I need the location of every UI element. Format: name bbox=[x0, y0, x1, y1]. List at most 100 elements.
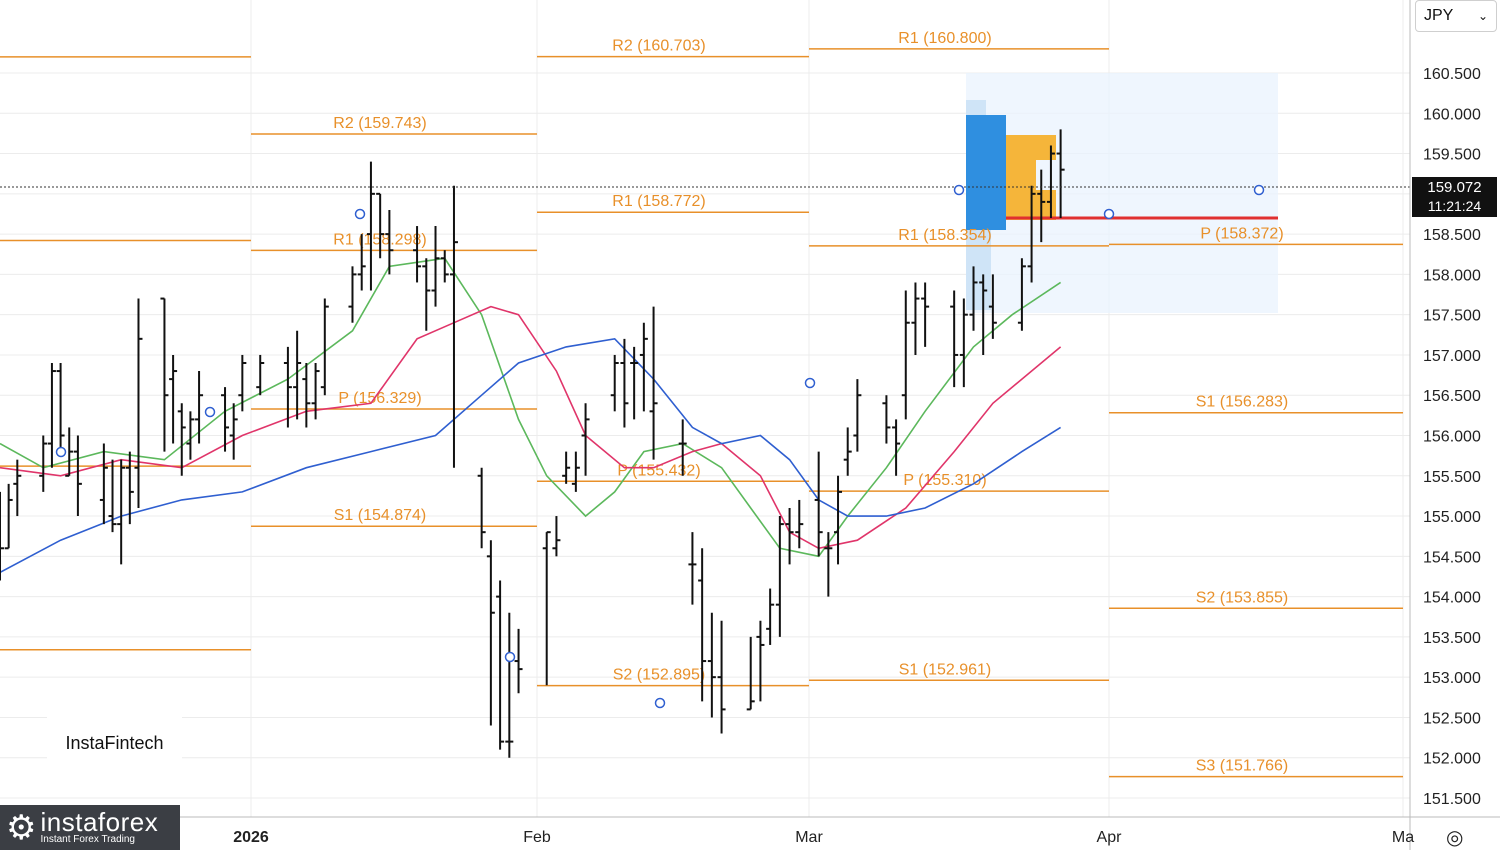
event-marker[interactable] bbox=[953, 184, 965, 196]
ohlc-bar bbox=[221, 387, 230, 452]
settings-gear-icon[interactable]: ◎ bbox=[1446, 827, 1464, 849]
ohlc-bar bbox=[293, 330, 302, 420]
pivot-label: S2 (153.855) bbox=[1196, 589, 1289, 606]
ohlc-bar bbox=[376, 192, 385, 259]
ohlc-bar bbox=[177, 403, 186, 476]
brand-logo[interactable]: ⚙ instaforex Instant Forex Trading bbox=[0, 805, 180, 850]
ohlc-bar bbox=[1046, 145, 1055, 218]
volume-profile-bar bbox=[1006, 135, 1056, 160]
ohlc-bar bbox=[882, 395, 891, 444]
pivot-label: P (158.372) bbox=[1200, 225, 1283, 242]
event-marker[interactable] bbox=[654, 697, 666, 709]
ohlc-bar bbox=[39, 435, 48, 492]
ohlc-bar bbox=[901, 290, 910, 420]
ohlc-bar bbox=[795, 499, 804, 549]
ohlc-bar bbox=[47, 363, 56, 468]
event-marker[interactable] bbox=[1253, 184, 1265, 196]
ohlc-bar bbox=[431, 226, 440, 307]
ohlc-bar bbox=[385, 209, 394, 275]
ohlc-bar bbox=[824, 532, 833, 597]
y-tick-label: 154.500 bbox=[1423, 549, 1481, 566]
ohlc-bar bbox=[514, 628, 523, 694]
y-tick-label: 152.000 bbox=[1423, 751, 1481, 768]
ohlc-bar bbox=[73, 435, 82, 517]
ohlc-bar bbox=[950, 290, 959, 388]
chart-logo: InstaFintech bbox=[47, 714, 182, 772]
y-tick-label: 153.500 bbox=[1423, 630, 1481, 647]
ohlc-bar bbox=[477, 467, 486, 549]
pivot-label: P (155.432) bbox=[617, 462, 700, 479]
moving-average-line bbox=[0, 337, 1062, 574]
ohlc-bar bbox=[756, 620, 765, 702]
ohlc-bar bbox=[707, 612, 716, 718]
x-tick-label: 2026 bbox=[233, 829, 269, 846]
ohlc-bar bbox=[238, 354, 247, 412]
ohlc-bar bbox=[65, 427, 74, 477]
ohlc-bars bbox=[0, 129, 1065, 758]
ohlc-bar bbox=[814, 451, 823, 557]
y-tick-label: 158.500 bbox=[1423, 227, 1481, 244]
y-tick-label: 160.500 bbox=[1423, 66, 1481, 83]
ohlc-bar bbox=[921, 282, 930, 347]
ohlc-bar bbox=[422, 258, 431, 331]
pivot-label: S3 (151.766) bbox=[1196, 758, 1289, 775]
pivot-label: R1 (158.354) bbox=[898, 227, 991, 244]
ohlc-bar bbox=[1017, 258, 1026, 331]
ohlc-bar bbox=[1037, 169, 1046, 243]
y-tick-label: 160.000 bbox=[1423, 106, 1481, 123]
ohlc-bar bbox=[630, 346, 639, 420]
ohlc-bar bbox=[169, 354, 178, 444]
pivot-label: P (155.310) bbox=[903, 472, 986, 489]
ohlc-bar bbox=[678, 419, 687, 476]
ohlc-bar bbox=[505, 612, 514, 758]
ohlc-bar bbox=[108, 459, 117, 533]
symbol-value: JPY bbox=[1424, 7, 1454, 24]
ohlc-bar bbox=[125, 451, 134, 525]
x-tick-label: Apr bbox=[1097, 829, 1123, 846]
ohlc-bar bbox=[766, 588, 775, 645]
ohlc-bar bbox=[775, 516, 784, 637]
ohlc-bar bbox=[311, 363, 320, 420]
ohlc-bar bbox=[834, 475, 843, 565]
volume-profile-bar bbox=[966, 100, 986, 115]
y-tick-label: 157.500 bbox=[1423, 308, 1481, 325]
pivot-label: S1 (156.283) bbox=[1196, 394, 1289, 411]
ohlc-bar bbox=[610, 354, 619, 412]
ohlc-bar bbox=[440, 250, 449, 283]
ohlc-bar bbox=[283, 346, 292, 428]
ohlc-bar bbox=[552, 516, 561, 557]
brand-gear-icon: ⚙ bbox=[6, 808, 37, 847]
ohlc-bar bbox=[117, 459, 126, 565]
y-tick-label: 155.000 bbox=[1423, 509, 1481, 526]
y-tick-label: 152.500 bbox=[1423, 710, 1481, 727]
y-tick-label: 158.000 bbox=[1423, 267, 1481, 284]
y-tick-label: 159.500 bbox=[1423, 147, 1481, 164]
ohlc-bar bbox=[542, 531, 551, 686]
event-marker[interactable] bbox=[204, 406, 216, 418]
symbol-select[interactable]: JPY ⌄ bbox=[1415, 0, 1497, 32]
ohlc-bar bbox=[746, 636, 755, 711]
pivot-label: P (156.329) bbox=[338, 390, 421, 407]
x-axis-ticks: 2026 Feb Mar Apr Ma bbox=[233, 829, 1414, 846]
event-marker[interactable] bbox=[55, 446, 67, 458]
brand-tagline: Instant Forex Trading bbox=[40, 834, 135, 845]
ohlc-bar bbox=[1027, 185, 1036, 283]
volume-profile-bar bbox=[1006, 160, 1036, 190]
ohlc-bar bbox=[348, 266, 357, 323]
ohlc-bar bbox=[496, 580, 505, 750]
y-tick-label: 157.000 bbox=[1423, 348, 1481, 365]
event-marker[interactable] bbox=[354, 208, 366, 220]
y-tick-label: 155.500 bbox=[1423, 469, 1481, 486]
event-marker[interactable] bbox=[1103, 208, 1115, 220]
moving-average-line bbox=[0, 305, 1062, 550]
ohlc-bar bbox=[717, 620, 726, 734]
pivot-label: R2 (160.703) bbox=[612, 38, 705, 55]
ohlc-bar bbox=[320, 298, 329, 396]
volume-profile-bar bbox=[966, 230, 991, 310]
event-marker[interactable] bbox=[504, 651, 516, 663]
ohlc-bar bbox=[911, 282, 920, 355]
event-marker[interactable] bbox=[804, 377, 816, 389]
ohlc-bar bbox=[0, 491, 4, 581]
ohlc-bar bbox=[357, 234, 366, 291]
